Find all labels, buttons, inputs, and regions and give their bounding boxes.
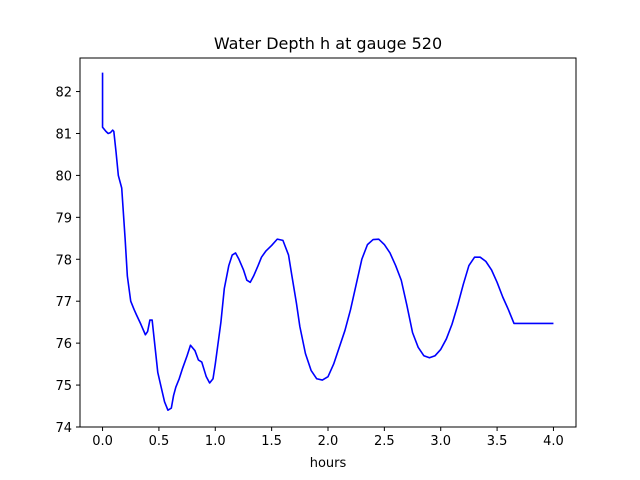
y-tick-label: 78 <box>55 253 72 268</box>
x-tick-label: 3.0 <box>430 434 451 449</box>
x-tick-label: 2.5 <box>374 434 395 449</box>
y-tick-label: 76 <box>55 337 72 352</box>
chart-title: Water Depth h at gauge 520 <box>214 34 442 53</box>
y-tick-label: 74 <box>55 421 72 436</box>
y-tick-label: 79 <box>55 211 72 226</box>
x-tick-label: 1.0 <box>205 434 226 449</box>
x-tick-label: 0.5 <box>149 434 170 449</box>
x-tick-label: 2.0 <box>318 434 339 449</box>
y-tick-label: 77 <box>55 295 72 310</box>
y-tick-label: 75 <box>55 379 72 394</box>
plot-area: 0.0 0.5 1.0 1.5 2.0 2.5 3.0 3.5 4.0 74 75 76 77 78 79 8… <box>55 57 577 449</box>
x-tick-label: 0.0 <box>92 434 113 449</box>
y-tick-label: 81 <box>55 127 72 142</box>
y-tick-label: 82 <box>55 86 72 101</box>
x-tick-label: 4.0 <box>543 434 564 449</box>
x-tick-label: 1.5 <box>261 434 282 449</box>
x-axis-label: hours <box>310 456 347 471</box>
series-line-0 <box>101 72 554 412</box>
x-tick-label: 3.5 <box>487 434 508 449</box>
y-tick-label: 80 <box>55 169 72 184</box>
